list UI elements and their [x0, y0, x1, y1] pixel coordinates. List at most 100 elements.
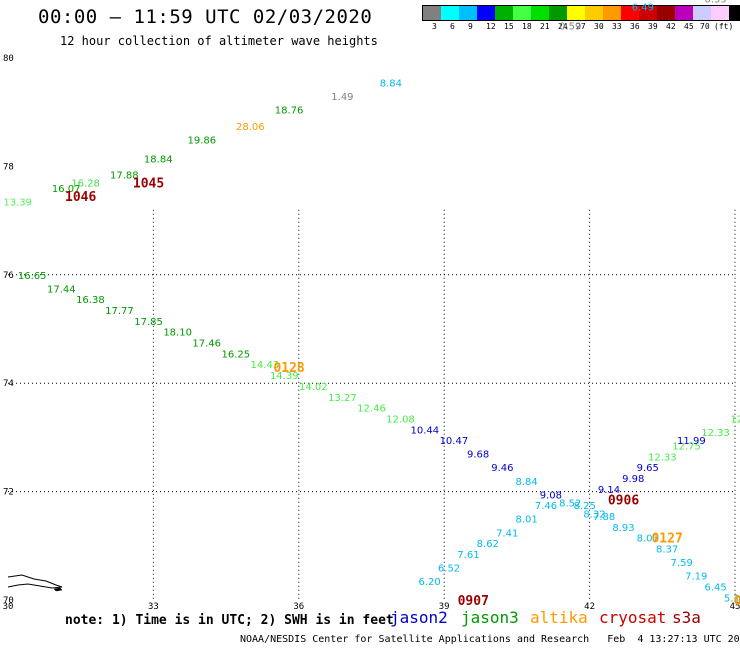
- data-point-label: 10.47: [440, 436, 469, 447]
- legend-swatch: [603, 6, 621, 20]
- legend-label: 70: [700, 22, 710, 31]
- legend-swatch: [657, 6, 675, 20]
- satellite-name: jason3: [461, 608, 519, 627]
- legend-swatch: [693, 6, 711, 20]
- time-stamp-label: 1046: [65, 190, 96, 205]
- legend-swatch: [621, 6, 639, 20]
- legend-label: 24: [558, 22, 568, 31]
- satellite-name: cryosat: [599, 608, 667, 627]
- legend-label: 12: [486, 22, 496, 31]
- data-point-label: 17.44: [47, 284, 76, 295]
- data-point-label: 9.65: [637, 463, 659, 474]
- legend-label: 9: [468, 22, 473, 31]
- y-tick-label: 72: [3, 488, 14, 498]
- x-tick-label: 45: [730, 602, 740, 612]
- data-point-label: 16.28: [71, 179, 100, 190]
- data-point-label: 14.43: [251, 360, 280, 371]
- data-point-label: 12.46: [357, 404, 386, 415]
- x-tick-label: 39: [439, 602, 450, 612]
- data-point-label: 6.45: [704, 582, 726, 593]
- data-point-label: 9.08: [540, 490, 562, 501]
- legend-label: 18: [522, 22, 532, 31]
- data-point-label: 16.38: [76, 295, 105, 306]
- data-point-label: 12.55: [730, 414, 740, 425]
- legend-label: 30: [594, 22, 604, 31]
- legend-label: 42: [666, 22, 676, 31]
- legend-swatch: [495, 6, 513, 20]
- data-point-label: 6.20: [419, 577, 441, 588]
- legend-label: 33: [612, 22, 622, 31]
- x-tick-label: 36: [293, 602, 304, 612]
- y-tick-label: 78: [3, 162, 14, 172]
- x-tick-label: 42: [584, 602, 595, 612]
- time-stamp-label: 0907: [458, 594, 489, 609]
- data-point-label: 7.88: [593, 512, 615, 523]
- data-point-label: 17.77: [105, 306, 134, 317]
- legend-swatch: [441, 6, 459, 20]
- satellite-name: altika: [530, 608, 588, 627]
- data-point-label: 16.07: [52, 184, 81, 195]
- data-point-label: 17.88: [110, 171, 139, 182]
- data-point-label: 7.46: [535, 501, 557, 512]
- chart-title: 00:00 – 11:59 UTC 02/03/2020: [38, 6, 373, 28]
- data-point-label: 0.59: [559, 21, 581, 32]
- data-point-label: 8.52: [559, 498, 581, 509]
- y-tick-label: 80: [3, 54, 14, 64]
- legend-swatch: [567, 6, 585, 20]
- time-stamp-label: 0126: [734, 594, 740, 609]
- data-point-label: 7.19: [685, 572, 707, 583]
- data-point-label: 17.46: [192, 339, 221, 350]
- legend-label: 36: [630, 22, 640, 31]
- data-point-label: 5.28: [724, 593, 740, 604]
- data-point-label: 7.59: [671, 558, 693, 569]
- data-point-label: 8.84: [515, 477, 537, 488]
- coastline-island: [53, 587, 63, 592]
- data-point-label: 8.01: [515, 515, 537, 526]
- legend-swatch: [729, 6, 740, 20]
- data-point-label: 17.85: [134, 317, 163, 328]
- data-point-label: 1.49: [331, 92, 353, 103]
- x-tick-label: 30: [3, 602, 14, 612]
- data-point-label: 12.33: [701, 428, 730, 439]
- chart-subtitle: 12 hour collection of altimeter wave hei…: [60, 34, 378, 48]
- time-stamp-label: 1045: [133, 177, 164, 192]
- data-point-label: 8.62: [477, 539, 499, 550]
- time-stamp-label: 0906: [608, 494, 639, 509]
- legend-swatch: [423, 6, 441, 20]
- data-point-label: 18.10: [163, 328, 192, 339]
- data-point-label: 8.93: [612, 523, 634, 534]
- data-point-label: 8.25: [574, 501, 596, 512]
- data-point-label: 18.84: [144, 154, 173, 165]
- y-tick-label: 74: [3, 379, 14, 389]
- data-point-label: 12.08: [386, 414, 415, 425]
- data-point-label: 7.41: [496, 528, 518, 539]
- data-point-label: 8.37: [656, 545, 678, 556]
- legend-swatch: [531, 6, 549, 20]
- legend-label: 39: [648, 22, 658, 31]
- data-point-label: 8.32: [583, 509, 605, 520]
- legend-label: 45: [684, 22, 694, 31]
- y-tick-label: 76: [3, 271, 14, 281]
- data-point-label: 0.59: [704, 0, 726, 5]
- legend-label: 6: [450, 22, 455, 31]
- data-point-label: 8.07: [637, 534, 659, 545]
- data-point-label: 10.44: [410, 425, 439, 436]
- data-point-label: 6.52: [438, 563, 460, 574]
- legend-swatch: [549, 6, 567, 20]
- data-point-label: 14.39: [270, 371, 299, 382]
- legend-label: 27: [576, 22, 586, 31]
- data-point-label: 28.06: [236, 122, 265, 133]
- data-point-label: 9.46: [491, 463, 513, 474]
- legend-swatch: [459, 6, 477, 20]
- data-point-label: 12.33: [648, 452, 677, 463]
- data-point-label: 9.14: [598, 485, 620, 496]
- data-point-label: 13.39: [3, 198, 32, 209]
- time-stamp-label: 0128: [273, 361, 304, 376]
- x-tick-label: 33: [148, 602, 159, 612]
- data-point-label: 18.76: [275, 105, 304, 116]
- y-tick-label: 70: [3, 596, 14, 606]
- legend-label: 21: [540, 22, 550, 31]
- credit-line: NOAA/NESDIS Center for Satellite Applica…: [240, 634, 740, 645]
- data-point-label: 7.61: [457, 550, 479, 561]
